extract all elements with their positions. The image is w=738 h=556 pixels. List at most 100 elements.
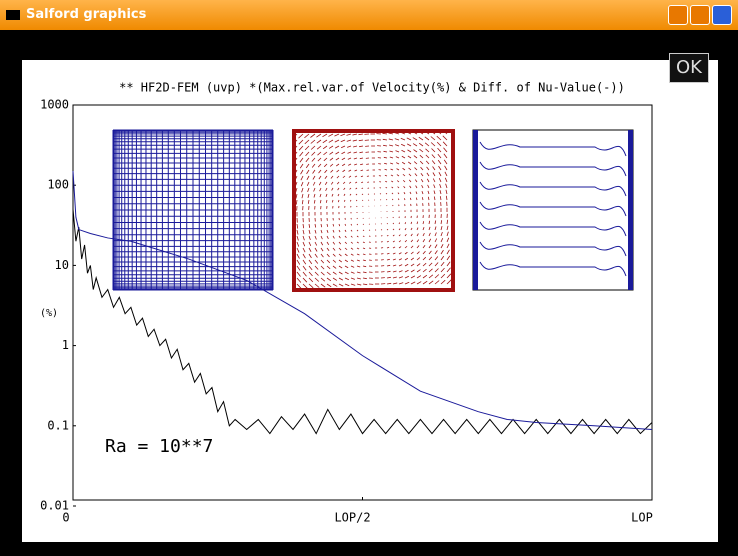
chart-title: ** HF2D-FEM (uvp) *(Max.rel.var.of Veloc… [119,81,625,95]
vector [322,145,328,150]
vector [316,139,322,144]
vector [431,154,436,159]
vector [308,259,313,265]
vector [332,235,335,239]
ok-button[interactable]: OK [669,53,709,83]
vector [356,247,360,250]
vector [419,148,424,153]
vector-inset [292,129,455,292]
close-button[interactable] [712,5,732,25]
vector [427,196,430,201]
vector [408,167,412,171]
vector [382,138,388,141]
vector [443,153,448,159]
vector [398,234,401,237]
vector [392,246,396,249]
vector [430,136,436,141]
vector [292,145,298,151]
vector [436,135,442,141]
vector [313,193,316,198]
vector [310,139,316,144]
vector [306,169,310,175]
vector [391,192,394,195]
vector [324,169,328,174]
vector [408,173,412,177]
vector [428,250,432,255]
vector [439,190,442,195]
vector [438,165,442,171]
vector [404,245,408,249]
vector [386,252,390,255]
vector [332,283,338,287]
vector [425,160,430,165]
vector [440,267,445,273]
vector [314,277,320,282]
vector [340,139,346,143]
vector [326,253,330,258]
vector [318,169,322,174]
vector [436,129,442,135]
vector [410,227,413,231]
minimize-button[interactable] [668,5,688,25]
window-title: Salford graphics [26,7,147,22]
vector [343,199,346,202]
vector [416,233,419,237]
vector [383,150,388,153]
vector [406,143,412,147]
vector [392,264,397,267]
vector [307,199,310,204]
vector [362,235,365,238]
vector [322,139,328,144]
vector [361,193,364,196]
vector [440,226,443,231]
vector [416,239,420,243]
vector [388,132,394,135]
vector [395,144,400,147]
vector [316,145,322,150]
vector [298,133,304,139]
vector [390,162,394,165]
vector [436,141,442,147]
vector [433,190,436,195]
vector [392,222,395,225]
maximize-button[interactable] [690,5,710,25]
vector [440,243,444,249]
vector [314,235,317,240]
vector [434,226,437,231]
vector [356,283,362,286]
vector [356,271,361,274]
vector [432,172,436,177]
vector [330,175,334,179]
vector [350,271,355,274]
vector [392,252,396,255]
vector [428,238,432,243]
mesh-inset [112,129,274,291]
vector [302,283,308,289]
vector [419,160,424,165]
vector [362,199,364,201]
vector [385,180,388,183]
y-tick-label: 1 [62,338,69,352]
vector [440,220,443,225]
vector [356,223,359,226]
vector [314,223,317,228]
vector [400,143,406,147]
vector [337,193,340,197]
vector [446,279,452,285]
vector [446,243,450,249]
vector [434,280,440,285]
vector [431,148,436,153]
vector [295,199,298,205]
vector [401,155,406,159]
vector [323,163,328,168]
vector [302,229,305,235]
vector [305,151,310,157]
vector [386,264,391,267]
vector [350,265,355,268]
vector [440,237,444,243]
vector [314,229,317,234]
vector [398,270,403,273]
vector [388,138,394,141]
vector [446,237,450,243]
vector [314,241,318,246]
